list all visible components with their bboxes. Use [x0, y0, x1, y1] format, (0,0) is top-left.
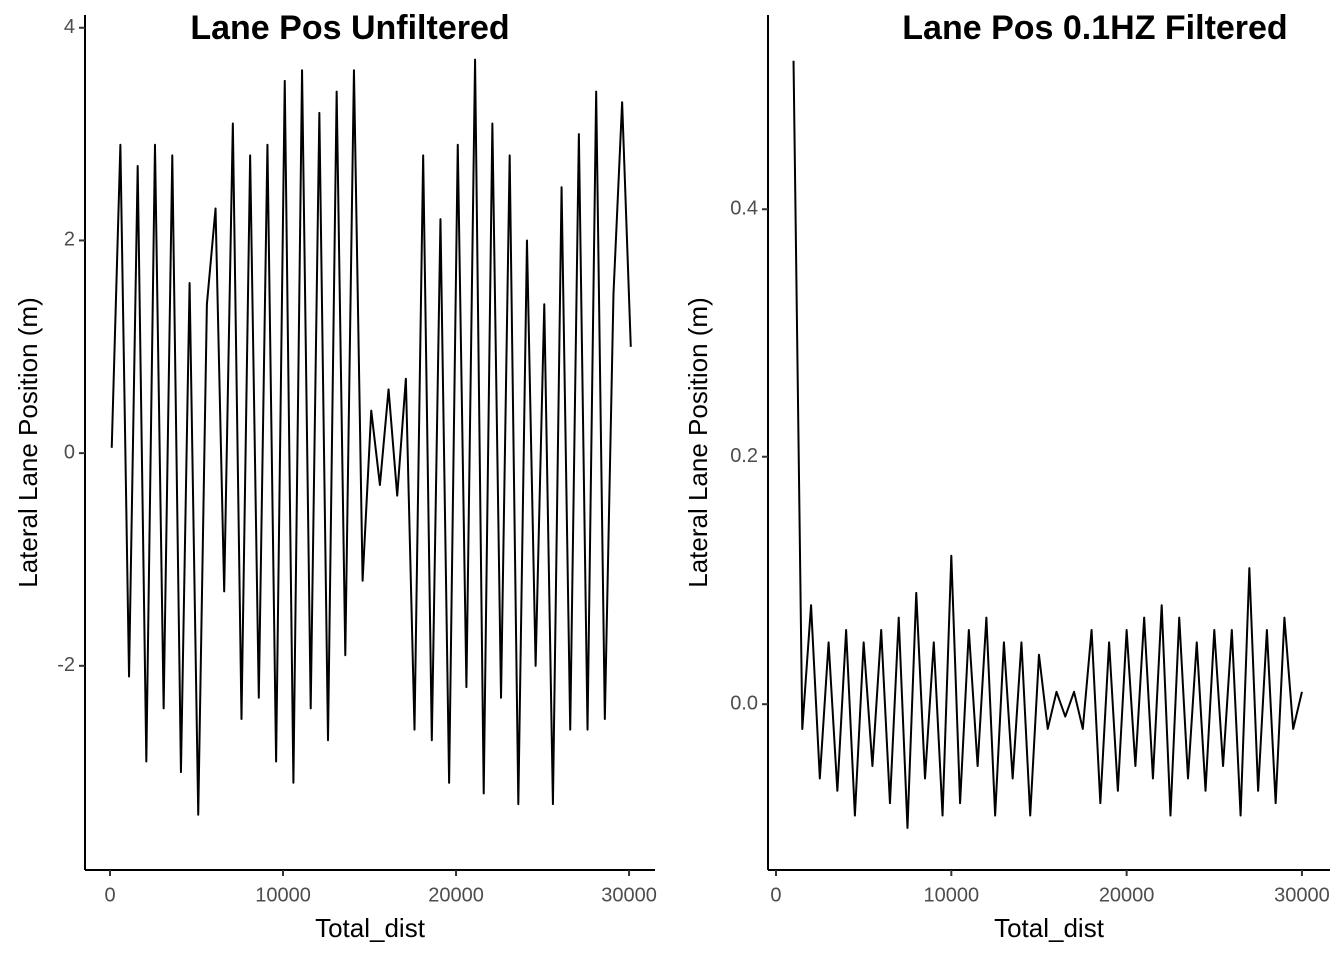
y-tick-label: 0.2	[730, 445, 758, 467]
chart-title: Lane Pos 0.1HZ Filtered	[902, 9, 1287, 47]
x-tick-label: 20000	[428, 884, 484, 906]
x-tick-label: 30000	[1274, 884, 1330, 906]
x-tick-label: 10000	[255, 884, 311, 906]
data-line	[110, 58, 632, 816]
y-axis-label: Lateral Lane Position (m)	[683, 297, 713, 587]
x-tick-label: 0	[104, 884, 115, 906]
y-tick-label: 0	[64, 441, 75, 463]
y-axis-label: Lateral Lane Position (m)	[13, 297, 43, 587]
x-axis-label: Total_dist	[994, 913, 1105, 943]
y-tick-label: -2	[57, 654, 75, 676]
data-line	[792, 60, 1303, 829]
y-tick-label: 0.4	[730, 198, 758, 220]
x-tick-label: 30000	[601, 884, 657, 906]
x-axis-label: Total_dist	[315, 913, 426, 943]
y-tick-label: 4	[64, 16, 75, 38]
chart-title: Lane Pos Unfiltered	[190, 9, 509, 47]
y-tick-label: 2	[64, 229, 75, 251]
y-tick-label: 0.0	[730, 692, 758, 714]
x-tick-label: 0	[770, 884, 781, 906]
x-tick-label: 10000	[924, 884, 980, 906]
x-tick-label: 20000	[1099, 884, 1155, 906]
